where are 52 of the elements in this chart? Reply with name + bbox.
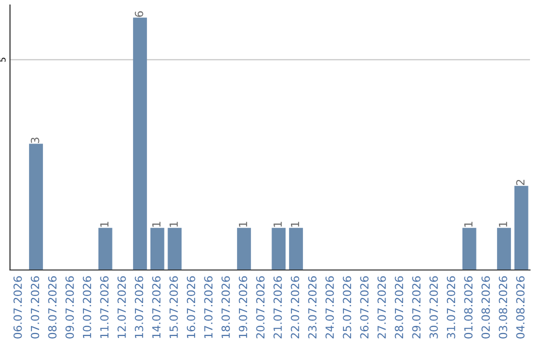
bar (497, 228, 511, 270)
x-tick-label: 26.07.2026 (360, 276, 369, 338)
x-tick-label: 29.07.2026 (412, 276, 421, 338)
x-tick-label: 12.07.2026 (117, 276, 126, 338)
x-tick-label: 17.07.2026 (204, 276, 213, 338)
x-tick-label: 21.07.2026 (273, 276, 282, 338)
x-tick-label: 18.07.2026 (221, 276, 230, 338)
data-label: 3 (30, 138, 40, 143)
bar (150, 228, 164, 270)
x-tick-label: 16.07.2026 (186, 276, 196, 338)
x-tick-label: 13.07.2026 (134, 276, 144, 338)
x-tick-label: 27.07.2026 (377, 276, 386, 338)
x-tick-label: 24.07.2026 (325, 276, 334, 338)
x-tick-label: 23.07.2026 (308, 276, 317, 338)
x-tick-label: 25.07.2026 (342, 276, 352, 338)
x-tick-label: 07.07.2026 (30, 276, 40, 338)
bar (462, 228, 476, 270)
x-tick-label: 08.07.2026 (48, 276, 57, 338)
bar (29, 144, 43, 270)
x-tick-label: 30.07.2026 (429, 276, 438, 338)
data-label: 1 (498, 222, 508, 227)
x-tick-label: 31.07.2026 (446, 276, 456, 338)
data-label: 1 (274, 222, 282, 227)
data-label: 1 (290, 222, 300, 227)
data-label: 6 (134, 11, 144, 17)
x-tick-label: 06.07.2026 (13, 276, 22, 338)
bar (168, 228, 182, 270)
x-tick-label: 19.07.2026 (238, 276, 248, 338)
data-label: 1 (464, 222, 472, 227)
bar (133, 18, 147, 270)
x-tick-label: 03.08.2026 (498, 276, 508, 338)
data-label: 2 (516, 180, 524, 186)
data-label: 1 (100, 222, 108, 227)
data-label: 1 (238, 222, 248, 227)
bar (272, 228, 286, 270)
x-tick-label: 15.07.2026 (169, 276, 178, 338)
x-tick-label: 09.07.2026 (65, 276, 74, 338)
x-tick-label: 22.07.2026 (290, 276, 300, 338)
data-label: 1 (152, 222, 160, 227)
x-tick-label: 28.07.2026 (394, 276, 404, 338)
x-tick-label: 04.08.2026 (516, 276, 525, 338)
data-label: 1 (170, 222, 178, 227)
bar (514, 186, 528, 270)
bar (237, 228, 251, 270)
bar (289, 228, 303, 270)
x-tick-label: 01.08.2026 (464, 276, 473, 338)
x-tick-label: 20.07.2026 (256, 276, 265, 338)
x-tick-label: 10.07.2026 (82, 276, 92, 338)
x-tick-label: 11.07.2026 (100, 276, 109, 338)
bar (98, 228, 112, 270)
x-tick-label: 14.07.2026 (152, 276, 161, 338)
x-tick-label: 02.08.2026 (481, 276, 490, 338)
